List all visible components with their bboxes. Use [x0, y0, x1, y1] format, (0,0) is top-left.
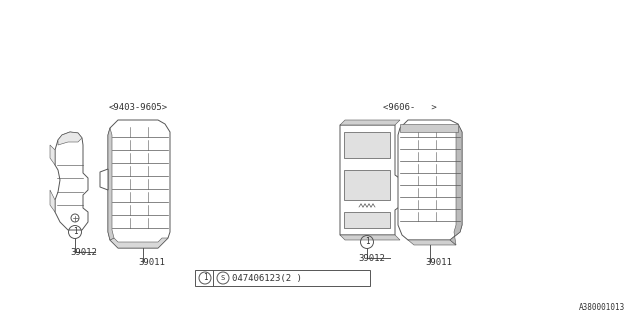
Polygon shape — [340, 120, 400, 125]
Text: 1: 1 — [203, 274, 207, 283]
Text: 39012: 39012 — [70, 248, 97, 257]
Polygon shape — [400, 124, 458, 132]
Polygon shape — [50, 145, 55, 165]
Text: S: S — [221, 275, 225, 281]
Polygon shape — [340, 235, 400, 240]
Text: <9606-   >: <9606- > — [383, 103, 437, 112]
Text: 39012: 39012 — [358, 254, 385, 263]
Polygon shape — [344, 132, 390, 158]
Text: 1: 1 — [365, 237, 369, 246]
Polygon shape — [100, 169, 108, 190]
Circle shape — [71, 214, 79, 222]
Polygon shape — [55, 132, 88, 230]
Text: 1: 1 — [73, 228, 77, 236]
Text: 39011: 39011 — [138, 258, 165, 267]
Text: 39011: 39011 — [425, 258, 452, 267]
Bar — [195, 270, 370, 286]
Polygon shape — [398, 120, 462, 240]
Polygon shape — [344, 170, 390, 200]
Text: A380001013: A380001013 — [579, 303, 625, 312]
Polygon shape — [50, 190, 55, 212]
Polygon shape — [344, 212, 390, 228]
Polygon shape — [110, 238, 168, 248]
Polygon shape — [108, 120, 170, 248]
Polygon shape — [408, 240, 456, 245]
Polygon shape — [58, 132, 82, 145]
Polygon shape — [108, 128, 114, 240]
Polygon shape — [450, 124, 462, 245]
Text: <9403-9605>: <9403-9605> — [108, 103, 168, 112]
Text: 047406123(2 ): 047406123(2 ) — [232, 274, 302, 283]
Polygon shape — [340, 125, 402, 235]
